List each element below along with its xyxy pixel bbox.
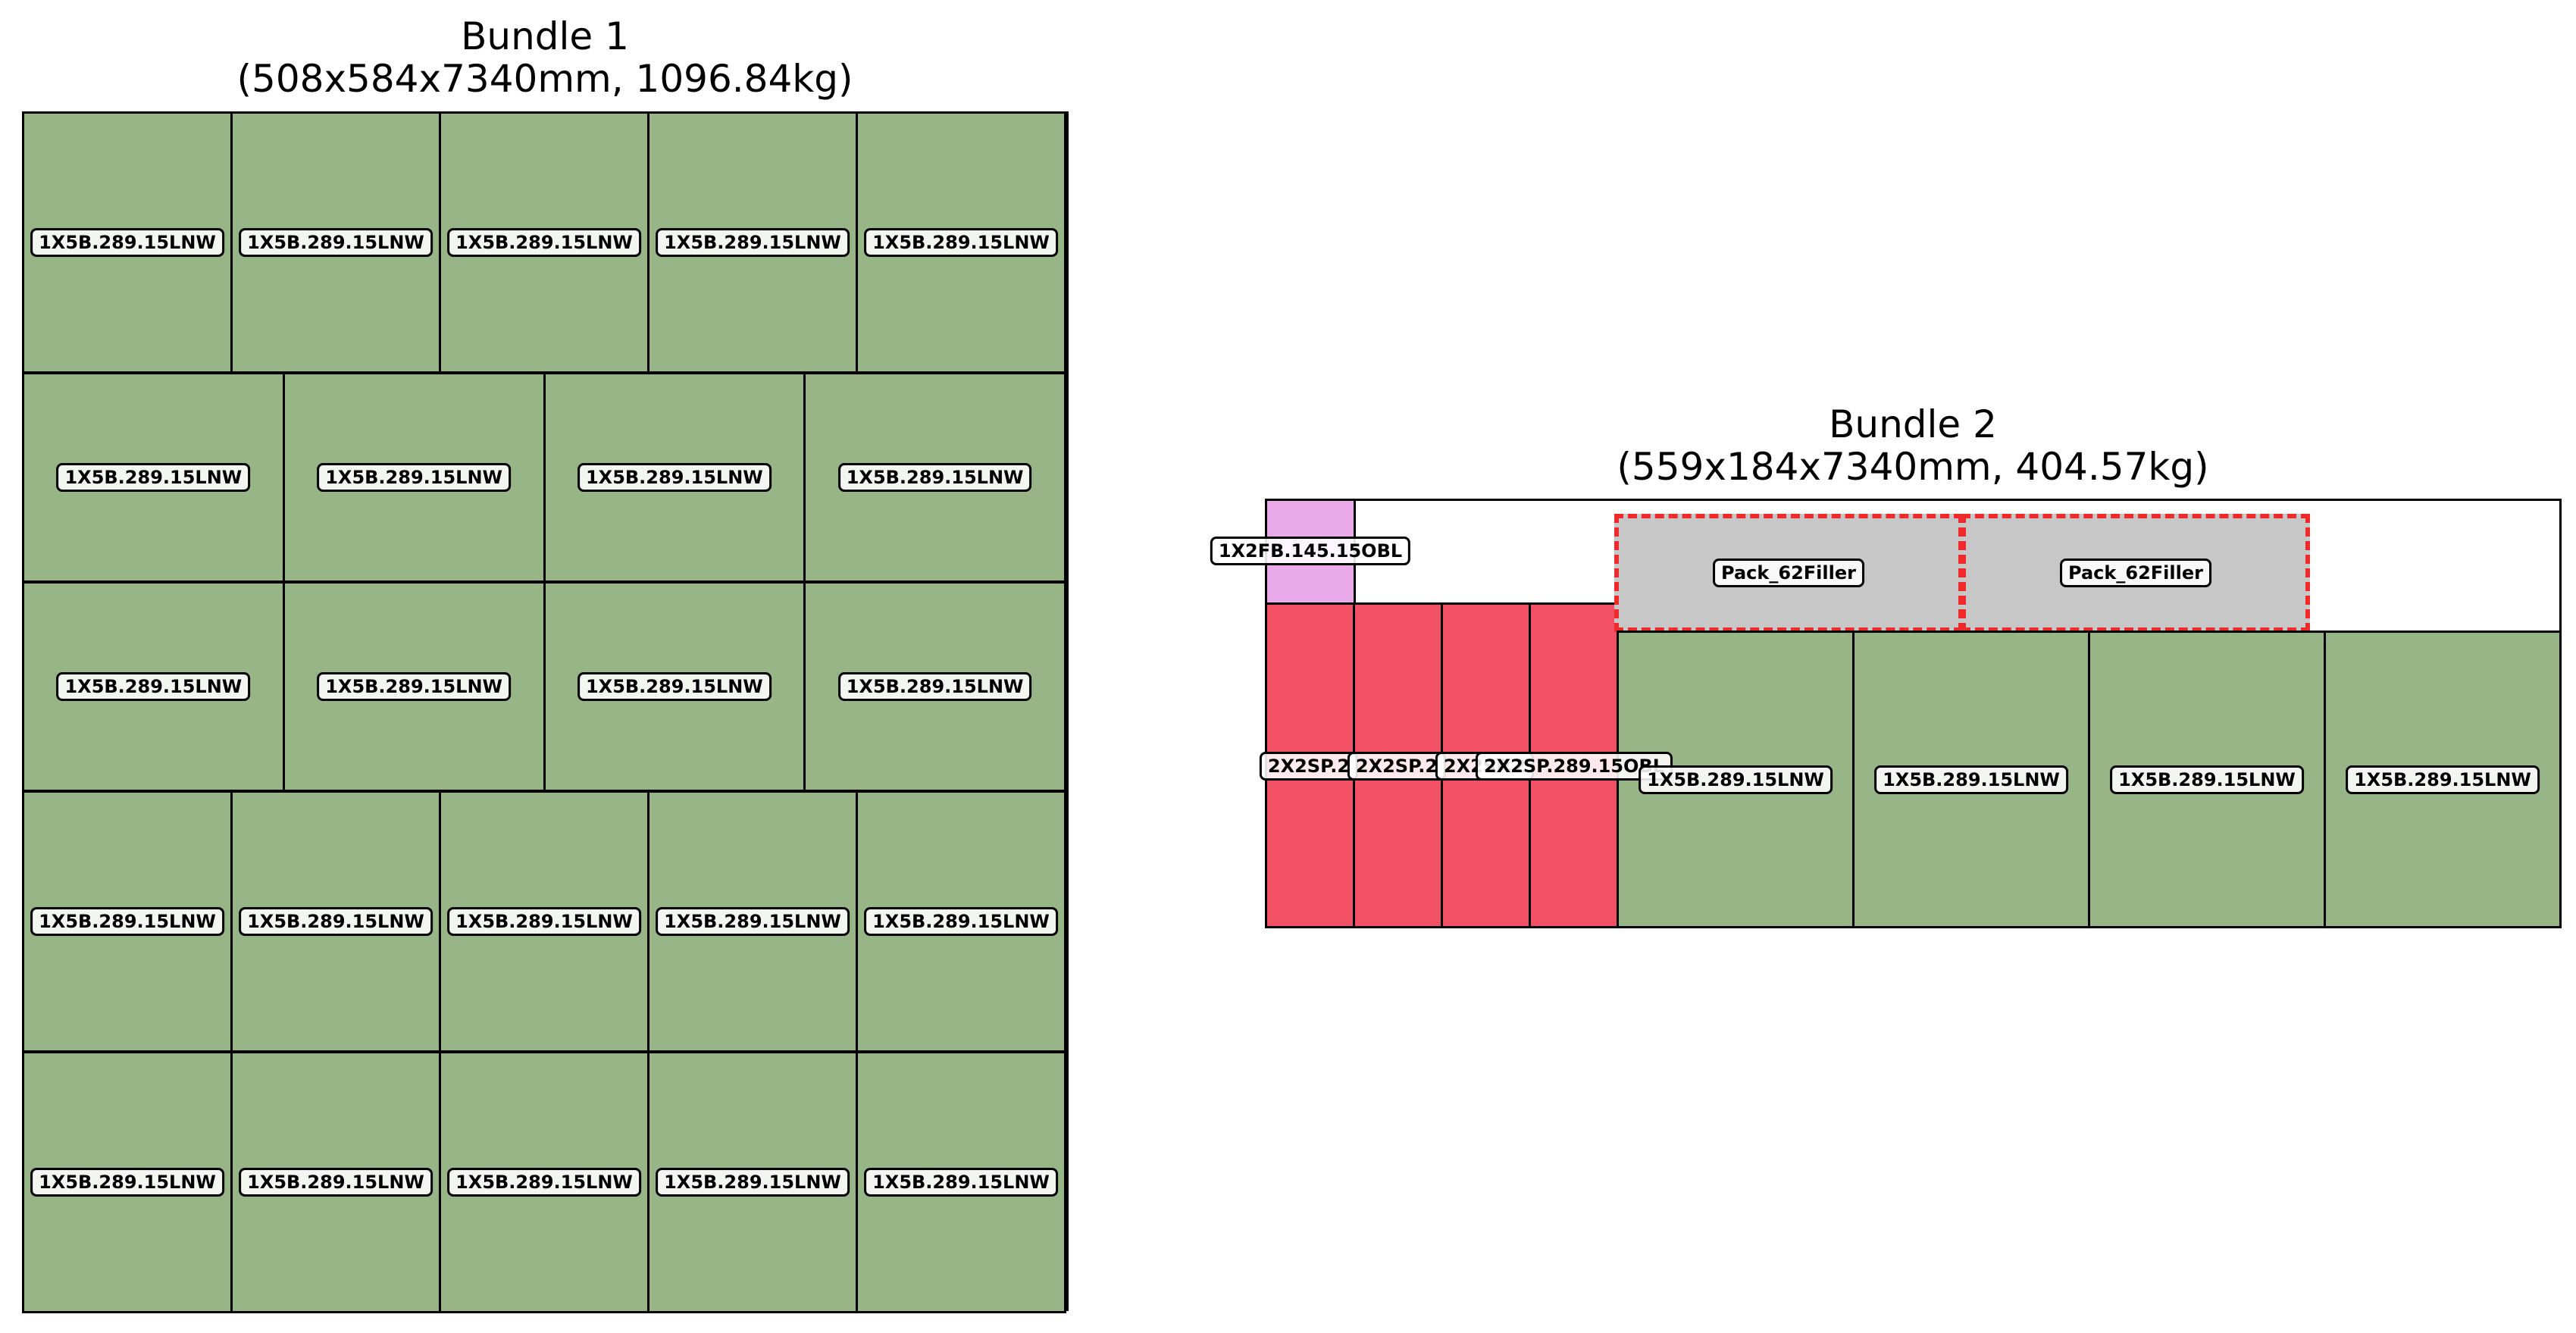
pack-label: 1X2FB.145.15OBL (1210, 537, 1411, 565)
pack-label: 1X5B.289.15LNW (447, 907, 641, 936)
pack-label: 1X5B.289.15LNW (864, 907, 1058, 936)
pack-label: 1X5B.289.15LNW (30, 228, 224, 257)
pack-label: 1X5B.289.15LNW (577, 672, 772, 701)
bundle-2-dimensions: (559x184x7340mm, 404.57kg) (1617, 445, 2209, 489)
pack-label: 1X5B.289.15LNW (30, 907, 224, 936)
pack-label: 1X5B.289.15LNW (317, 672, 512, 701)
pack-label: 1X5B.289.15LNW (239, 228, 433, 257)
pack-label: 1X5B.289.15LNW (837, 672, 1032, 701)
pack-label: 1X5B.289.15LNW (447, 228, 641, 257)
pack-label: 1X5B.289.15LNW (864, 1168, 1058, 1197)
pack-label: 1X5B.289.15LNW (56, 463, 251, 492)
pack-label: 1X5B.289.15LNW (56, 672, 251, 701)
bundle-1-dimensions: (508x584x7340mm, 1096.84kg) (236, 57, 853, 101)
bundle-2-name: Bundle 2 (1829, 402, 1997, 446)
pack-label: 1X5B.289.15LNW (577, 463, 772, 492)
pack-label: 1X5B.289.15LNW (1639, 765, 1833, 794)
pack-label: 1X5B.289.15LNW (2346, 765, 2540, 794)
pack-label: 1X5B.289.15LNW (239, 1168, 433, 1197)
pack-label: Pack_62Filler (2060, 559, 2211, 587)
pack-label: 1X5B.289.15LNW (317, 463, 512, 492)
bundle-1-name: Bundle 1 (461, 14, 629, 58)
pack-label: 1X5B.289.15LNW (2110, 765, 2304, 794)
pack-label: 1X5B.289.15LNW (837, 463, 1032, 492)
pack-label: 1X5B.289.15LNW (656, 228, 850, 257)
pack-label: 1X5B.289.15LNW (239, 907, 433, 936)
pack-label: 2X2SP.2 (1259, 752, 1359, 781)
pack-label: Pack_62Filler (1713, 559, 1864, 587)
bundle-1-title: Bundle 1 (508x584x7340mm, 1096.84kg) (23, 15, 1067, 100)
bundle-2-title: Bundle 2 (559x184x7340mm, 404.57kg) (1266, 403, 2560, 488)
pack-label: 1X5B.289.15LNW (656, 907, 850, 936)
pack-label: 1X5B.289.15LNW (656, 1168, 850, 1197)
pack-label: 2X2SP.2 (1347, 752, 1447, 781)
bundle-2-frame: 1X2FB.145.15OBL2X2SP.22X2SP.22X2SP.22X2S… (1210, 499, 2562, 928)
pack-label: 1X5B.289.15LNW (30, 1168, 224, 1197)
pack-label: 1X5B.289.15LNW (447, 1168, 641, 1197)
pack-label: 1X5B.289.15LNW (1874, 765, 2068, 794)
pack-label: 1X5B.289.15LNW (864, 228, 1058, 257)
bundle-1-frame: 1X5B.289.15LNW 1X5B.289.15LNW 1X5B.289.15L… (22, 111, 1069, 1313)
